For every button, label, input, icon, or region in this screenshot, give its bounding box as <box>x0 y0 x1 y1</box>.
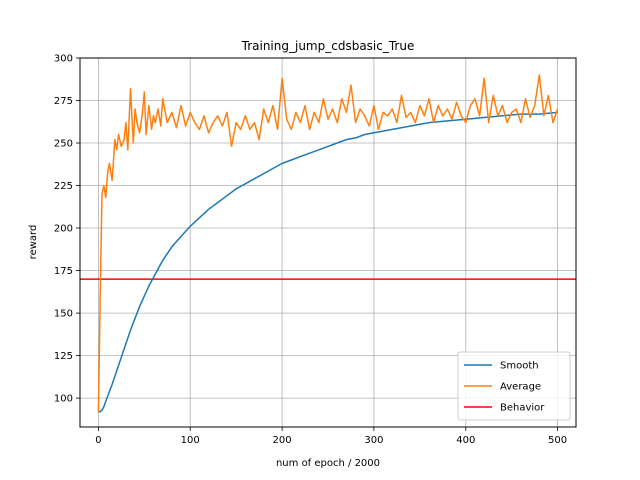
y-tick-label: 200 <box>54 224 73 235</box>
y-axis-ticks: 100 125 150 175 200 225 250 275 300 <box>54 54 80 405</box>
x-tick-label: 500 <box>548 435 567 446</box>
legend-label-behavior: Behavior <box>500 403 545 414</box>
series-line-average <box>97 74 559 412</box>
legend-label-average: Average <box>500 382 541 393</box>
chart-title: Training_jump_cdsbasic_True <box>241 39 415 53</box>
x-tick-label: 300 <box>364 435 383 446</box>
x-tick-label: 100 <box>181 435 200 446</box>
plot-frame <box>79 57 577 428</box>
y-tick-label: 100 <box>54 394 73 405</box>
legend-box <box>457 351 571 421</box>
y-tick-label: 225 <box>54 181 73 192</box>
legend: Smooth Average Behavior <box>457 351 571 421</box>
y-tick-label: 275 <box>54 96 73 107</box>
series-layer <box>80 74 576 413</box>
y-tick-label: 300 <box>54 54 73 65</box>
y-tick-label: 250 <box>54 139 73 150</box>
series-line-smooth <box>98 111 558 413</box>
x-axis-label: num of epoch / 2000 <box>276 458 380 469</box>
x-tick-label: 400 <box>456 435 475 446</box>
x-tick-label: 200 <box>273 435 292 446</box>
y-tick-label: 150 <box>54 309 73 320</box>
legend-label-smooth: Smooth <box>500 361 539 372</box>
x-tick-label: 0 <box>95 435 101 446</box>
y-axis-label: reward <box>28 225 39 260</box>
x-axis-ticks: 0 100 200 300 400 500 <box>95 427 567 446</box>
y-tick-label: 125 <box>54 351 73 362</box>
y-tick-label: 175 <box>54 266 73 277</box>
